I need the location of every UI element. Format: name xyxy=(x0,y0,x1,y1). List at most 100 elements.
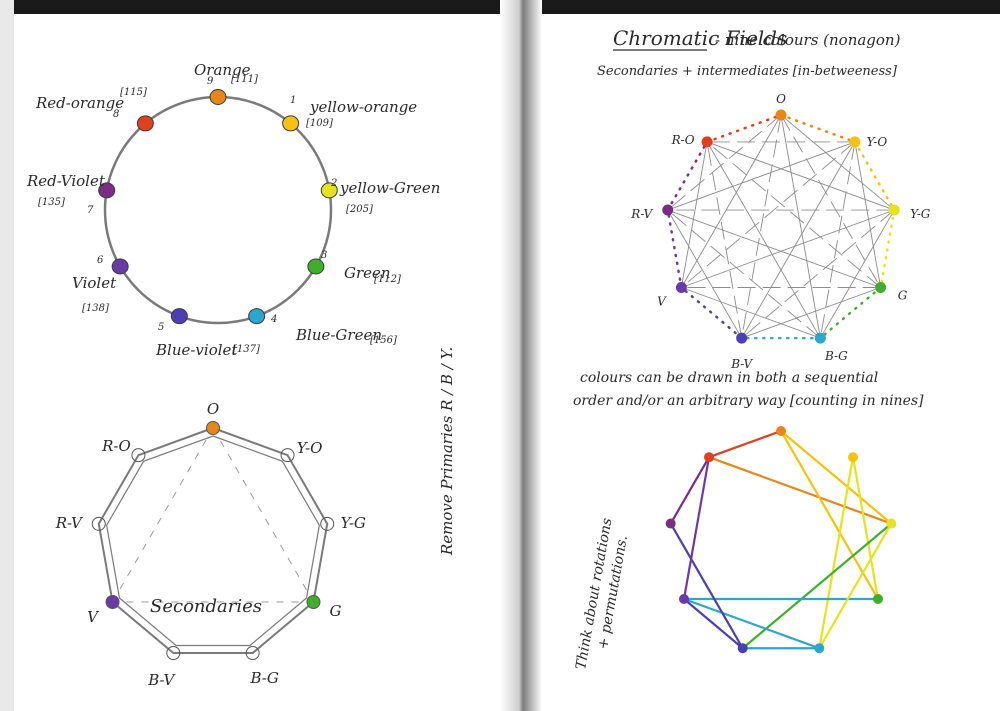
wheel-number: 3 xyxy=(321,250,327,261)
page-title: Chromatic Fields xyxy=(613,26,787,50)
field-chord xyxy=(741,114,782,339)
wheel-number: 6 xyxy=(97,255,104,266)
nonagon-label: G xyxy=(329,602,341,620)
permutation-edge xyxy=(669,456,711,525)
wheel-label: Red-Violet xyxy=(26,172,106,190)
wheel-code: [109] xyxy=(306,118,333,129)
wheel-code: [111] xyxy=(231,74,258,85)
wheel-label: Blue-violet xyxy=(155,341,238,359)
field-chord xyxy=(706,141,743,339)
wheel-label: yellow-orange xyxy=(309,98,417,116)
triangle-arrow-path xyxy=(212,427,314,603)
permutation-node xyxy=(886,518,897,529)
field-dotted-edge xyxy=(819,286,882,340)
field-label: R-O xyxy=(671,133,695,147)
wheel-node-red_orange xyxy=(136,115,154,132)
permutation-edge xyxy=(682,456,711,601)
permutation-edge xyxy=(741,522,893,650)
field-dotted-edge xyxy=(853,140,896,212)
permutation-edge xyxy=(707,429,783,459)
field-node-y-o xyxy=(849,136,861,148)
permutation-edge xyxy=(707,456,893,525)
permutation-edge xyxy=(818,522,893,650)
wheel-node-yellow_orange xyxy=(282,115,300,132)
field-chord xyxy=(667,141,856,211)
nonagon-label: Y-O xyxy=(297,439,323,457)
field-chord xyxy=(706,141,821,339)
field-chord xyxy=(667,209,881,288)
field-chord xyxy=(780,114,881,288)
field-node-g xyxy=(875,282,887,293)
field-chord xyxy=(741,141,856,339)
wheel-code: [156] xyxy=(370,335,397,346)
chromatic-field-diagram: O Y-O Y-G G B-G B-V V R-V R-O xyxy=(630,92,930,371)
field-chord xyxy=(667,209,821,339)
field-chord xyxy=(681,209,895,288)
wheel-number: 7 xyxy=(87,205,94,216)
field-node-r-o xyxy=(701,136,713,148)
wheel-number: 4 xyxy=(270,314,277,325)
permutation-node xyxy=(704,452,715,463)
permutation-edge xyxy=(682,597,821,650)
field-label: R-V xyxy=(630,207,653,221)
nonagon-label: Y-G xyxy=(341,514,366,532)
field-label: B-G xyxy=(824,349,848,363)
nonagon-outline xyxy=(97,426,329,655)
field-chord xyxy=(854,141,882,288)
nonagon-node-y-o xyxy=(280,448,295,463)
permutation-edge xyxy=(818,456,855,650)
field-chord xyxy=(741,209,895,339)
wheel-code: [205] xyxy=(346,204,373,215)
wheel-node-red_violet xyxy=(98,182,116,199)
nonagon-label: O xyxy=(207,400,219,418)
wheel-code: [137] xyxy=(233,344,260,355)
wheel-node-yellow_green xyxy=(320,182,338,199)
nonagon-node-g xyxy=(306,595,321,609)
wheel-node-green xyxy=(307,258,325,275)
field-dotted-edge xyxy=(680,286,743,340)
wheel-number: 8 xyxy=(113,109,119,120)
wheel-label: Orange xyxy=(194,61,251,79)
permutation-node xyxy=(872,594,883,604)
wheel-label: Green xyxy=(344,264,391,282)
field-dotted-edge xyxy=(779,113,857,144)
nonagon-label: B-V xyxy=(147,671,176,689)
field-chord xyxy=(819,209,895,339)
wheel-code: [138] xyxy=(82,303,109,314)
nonagon-node-r-o xyxy=(131,448,146,463)
field-chord xyxy=(680,141,708,288)
nonagon-label: V xyxy=(87,608,100,626)
field-chord xyxy=(706,141,881,288)
wheel-node-blue_violet xyxy=(170,308,188,325)
wheel-code: [112] xyxy=(374,274,401,285)
permutation-node xyxy=(665,518,676,529)
permutation-edge xyxy=(779,429,880,601)
nonagon-node-o xyxy=(206,421,220,435)
wheel-label: Red-orange xyxy=(35,94,124,112)
page-subtitle: Secondaries + intermediates [in-betweene… xyxy=(597,64,898,79)
field-chord xyxy=(681,287,821,339)
field-dotted-edge xyxy=(666,140,709,212)
field-chord xyxy=(681,114,782,288)
nonagon-node-v xyxy=(105,595,120,609)
field-label: B-V xyxy=(730,357,753,371)
field-node-o xyxy=(775,109,787,121)
nonagon-label: B-G xyxy=(249,669,278,687)
field-label: Y-G xyxy=(910,207,931,221)
field-label: V xyxy=(657,295,667,309)
nonagon-label: R-O xyxy=(101,437,131,455)
field-chord xyxy=(780,114,895,211)
wheel-node-blue_green xyxy=(248,308,266,325)
field-chord xyxy=(706,141,895,211)
field-chord xyxy=(667,209,743,339)
nonagon-label: R-V xyxy=(55,514,84,532)
permutation-node xyxy=(847,452,858,463)
field-chord xyxy=(681,141,856,288)
left-edge xyxy=(0,0,14,711)
book-gutter xyxy=(500,0,542,711)
permutation-node xyxy=(814,643,825,654)
field-label: Y-O xyxy=(867,135,888,149)
permutation-node xyxy=(737,643,748,654)
